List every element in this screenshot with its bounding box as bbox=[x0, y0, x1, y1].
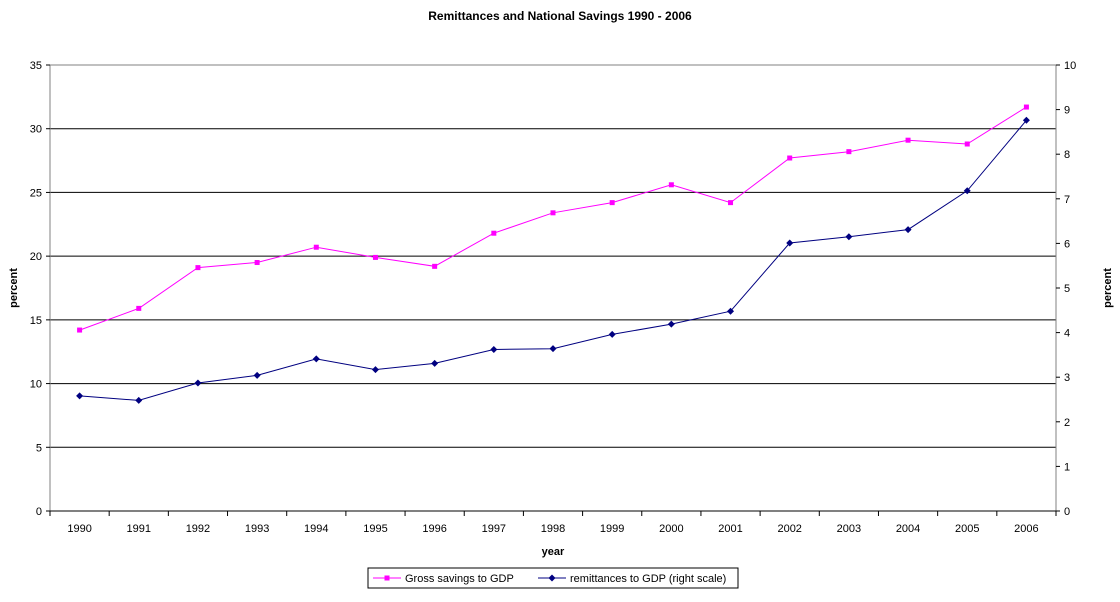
plot-area bbox=[49, 64, 1057, 512]
data-point-remittances bbox=[76, 392, 84, 400]
data-point-savings bbox=[254, 260, 260, 266]
y-right-tick-label: 0 bbox=[1064, 506, 1070, 518]
data-point-remittances bbox=[667, 320, 675, 328]
data-point-savings bbox=[905, 137, 911, 143]
x-tick-label: 1997 bbox=[482, 523, 506, 535]
data-point-remittances bbox=[845, 233, 853, 241]
chart-title: Remittances and National Savings 1990 - … bbox=[428, 9, 692, 23]
data-point-remittances bbox=[253, 371, 261, 379]
y-axis-left: 0 5 10 15 20 25 30 35 bbox=[30, 60, 50, 518]
x-axis: 1990 1991 1992 1993 1994 1995 1996 1997 1998 1999… bbox=[49, 510, 1057, 535]
data-point-remittances bbox=[431, 359, 439, 367]
data-point-remittances bbox=[963, 187, 971, 195]
series-savings bbox=[77, 104, 1029, 333]
series-layer bbox=[76, 104, 1030, 404]
data-point-savings bbox=[668, 182, 674, 188]
legend-label-savings: Gross savings to GDP bbox=[405, 573, 514, 585]
y-right-tick-label: 2 bbox=[1064, 417, 1070, 429]
x-tick-label: 2006 bbox=[1014, 523, 1038, 535]
legend-marker-remittances bbox=[548, 574, 556, 582]
series-remittances bbox=[76, 116, 1030, 404]
data-point-savings bbox=[1023, 104, 1029, 110]
data-point-savings bbox=[728, 200, 734, 206]
y-right-tick-label: 7 bbox=[1064, 194, 1070, 206]
y-left-tick-label: 0 bbox=[36, 506, 42, 518]
data-point-savings bbox=[77, 327, 83, 333]
data-point-savings bbox=[313, 244, 319, 250]
y-right-tick-label: 5 bbox=[1064, 283, 1070, 295]
data-point-remittances bbox=[549, 345, 557, 353]
x-tick-label: 1992 bbox=[186, 523, 210, 535]
y-axis-left-title: percent bbox=[8, 268, 20, 308]
data-point-remittances bbox=[904, 226, 912, 234]
y-axis-right-title: percent bbox=[1102, 268, 1114, 308]
x-tick-label: 2003 bbox=[837, 523, 861, 535]
data-point-remittances bbox=[490, 346, 498, 354]
x-tick-label: 1996 bbox=[422, 523, 446, 535]
x-tick-label: 1998 bbox=[541, 523, 565, 535]
data-point-savings bbox=[195, 265, 201, 271]
y-left-tick-label: 25 bbox=[30, 187, 42, 199]
data-point-savings bbox=[609, 200, 615, 206]
y-left-tick-label: 10 bbox=[30, 379, 42, 391]
y-left-tick-label: 30 bbox=[30, 124, 42, 136]
y-axis-right: 0 1 2 3 4 5 6 7 8 9 10 bbox=[1056, 60, 1076, 518]
data-point-remittances bbox=[312, 355, 320, 363]
y-right-tick-label: 3 bbox=[1064, 372, 1070, 384]
series-line-remittances bbox=[79, 119, 1027, 401]
data-point-remittances bbox=[1022, 116, 1030, 124]
y-right-tick-label: 6 bbox=[1064, 238, 1070, 250]
legend: Gross savings to GDP remittances to GDP … bbox=[367, 567, 739, 589]
y-left-tick-label: 20 bbox=[30, 251, 42, 263]
x-axis-title: year bbox=[542, 546, 565, 558]
x-tick-label: 1993 bbox=[245, 523, 269, 535]
x-tick-label: 1995 bbox=[363, 523, 387, 535]
data-point-savings bbox=[432, 263, 438, 269]
data-point-savings bbox=[136, 305, 142, 311]
data-point-remittances bbox=[371, 366, 379, 374]
data-point-savings bbox=[550, 210, 556, 216]
y-left-tick-label: 5 bbox=[36, 442, 42, 454]
data-point-savings bbox=[372, 254, 378, 260]
x-tick-label: 1999 bbox=[600, 523, 624, 535]
data-point-savings bbox=[491, 230, 497, 236]
x-tick-label: 2001 bbox=[718, 523, 742, 535]
y-right-tick-label: 9 bbox=[1064, 105, 1070, 117]
y-right-tick-label: 10 bbox=[1064, 60, 1076, 72]
data-point-remittances bbox=[194, 379, 202, 387]
series-line-savings bbox=[79, 106, 1027, 331]
x-tick-label: 2005 bbox=[955, 523, 979, 535]
x-tick-label: 1990 bbox=[67, 523, 91, 535]
data-point-savings bbox=[964, 141, 970, 147]
y-left-tick-label: 15 bbox=[30, 315, 42, 327]
legend-label-remittances: remittances to GDP (right scale) bbox=[570, 573, 726, 585]
x-tick-label: 1994 bbox=[304, 523, 328, 535]
y-left-tick-label: 35 bbox=[30, 60, 42, 72]
data-point-remittances bbox=[135, 396, 143, 404]
x-tick-label: 2004 bbox=[896, 523, 920, 535]
y-right-tick-label: 1 bbox=[1064, 461, 1070, 473]
data-point-remittances bbox=[727, 307, 735, 315]
legend-marker-savings bbox=[384, 575, 390, 581]
gridlines bbox=[50, 64, 1056, 448]
x-tick-label: 1991 bbox=[127, 523, 151, 535]
data-point-remittances bbox=[786, 239, 794, 247]
data-point-savings bbox=[846, 149, 852, 155]
data-point-savings bbox=[787, 155, 793, 161]
y-right-tick-label: 8 bbox=[1064, 149, 1070, 161]
x-tick-label: 2000 bbox=[659, 523, 683, 535]
x-tick-label: 2002 bbox=[777, 523, 801, 535]
data-point-remittances bbox=[608, 330, 616, 338]
y-right-tick-label: 4 bbox=[1064, 328, 1070, 340]
